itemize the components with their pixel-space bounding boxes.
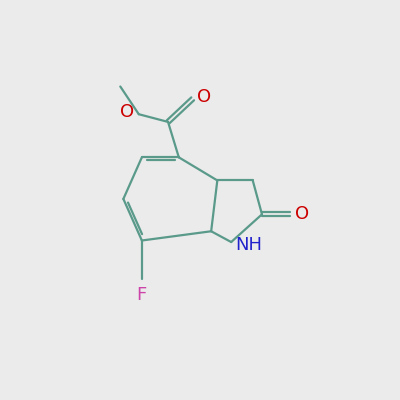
Text: F: F [137, 286, 147, 304]
Text: NH: NH [235, 236, 262, 254]
Text: O: O [120, 103, 134, 121]
Text: O: O [197, 88, 212, 106]
Text: O: O [295, 205, 309, 223]
